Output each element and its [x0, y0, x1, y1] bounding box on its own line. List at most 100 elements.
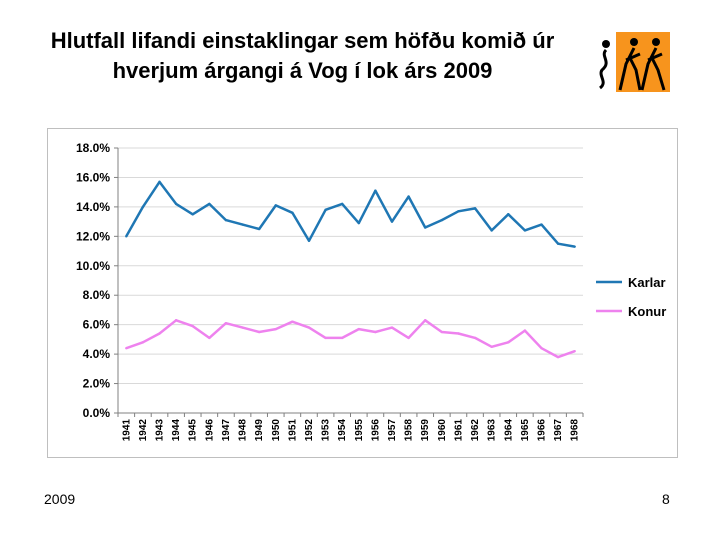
data-point-konur: [208, 336, 211, 340]
footer-year: 2009: [44, 491, 76, 507]
data-point-karlar: [457, 210, 460, 213]
data-point-konur: [473, 336, 477, 340]
data-point-karlar: [573, 245, 576, 248]
data-point-karlar: [241, 223, 244, 226]
y-tick-label: 18.0%: [76, 141, 110, 155]
x-tick-label: 1956: [370, 419, 381, 442]
x-tick-label: 1949: [254, 419, 265, 442]
data-point-karlar: [257, 227, 261, 231]
y-tick-label: 12.0%: [76, 229, 110, 243]
x-tick-label: 1942: [138, 419, 149, 442]
data-point-karlar: [390, 220, 394, 223]
y-tick-label: 14.0%: [76, 200, 110, 214]
x-tick-label: 1954: [337, 419, 348, 442]
y-tick-label: 2.0%: [83, 377, 111, 391]
x-tick-label: 1943: [155, 419, 166, 442]
x-tick-label: 1948: [238, 419, 249, 442]
data-point-konur: [457, 332, 460, 335]
data-point-konur: [191, 324, 194, 328]
slide-title: Hlutfall lifandi einstaklingar sem höfðu…: [20, 26, 585, 86]
title-line-2: hverjum árgangi á Vog í lok árs 2009: [112, 58, 493, 83]
data-point-karlar: [307, 239, 311, 242]
y-tick-label: 4.0%: [83, 347, 111, 361]
data-point-karlar: [141, 205, 145, 209]
x-tick-label: 1958: [404, 419, 415, 442]
x-tick-label: 1947: [221, 419, 232, 442]
data-point-konur: [357, 327, 361, 331]
x-tick-label: 1966: [536, 419, 547, 442]
data-point-konur: [141, 341, 145, 344]
data-point-karlar: [224, 218, 228, 222]
x-tick-label: 1963: [487, 419, 498, 442]
x-tick-label: 1951: [287, 419, 298, 442]
x-tick-label: 1955: [354, 419, 365, 442]
x-tick-label: 1944: [171, 419, 182, 442]
x-tick-label: 1941: [121, 419, 132, 442]
page-number: 8: [662, 491, 670, 507]
data-point-karlar: [291, 211, 294, 214]
data-point-karlar: [507, 213, 510, 216]
series-line-konur: [125, 319, 576, 359]
data-point-karlar: [556, 242, 560, 245]
chart-frame: 0.0% 2.0% 4.0% 6.0% 8.0% 10.0% 12.0% 14.0% 16.0%…: [47, 128, 678, 458]
series-line-karlar: [125, 180, 575, 248]
data-point-konur: [340, 336, 344, 340]
x-tick-label: 1961: [453, 419, 464, 442]
line-chart: 0.0% 2.0% 4.0% 6.0% 8.0% 10.0% 12.0% 14.0% 16.0%…: [76, 141, 666, 442]
data-point-karlar: [340, 202, 344, 206]
y-tick-label: 0.0%: [83, 406, 111, 420]
data-point-konur: [556, 355, 560, 359]
x-tick-label: 1967: [553, 419, 564, 442]
data-point-konur: [241, 326, 244, 329]
data-point-konur: [174, 319, 178, 322]
data-point-karlar: [523, 229, 527, 232]
legend-label-karlar: Karlar: [628, 275, 666, 290]
data-point-karlar: [174, 202, 178, 206]
data-point-konur: [407, 336, 410, 340]
x-tick-label: 1950: [271, 419, 282, 442]
data-point-karlar: [374, 189, 377, 192]
data-point-karlar: [440, 218, 444, 222]
data-point-konur: [424, 319, 427, 322]
x-tick-label: 1959: [420, 419, 431, 442]
data-point-karlar: [407, 195, 410, 198]
data-point-karlar: [158, 180, 161, 184]
x-tick-label: 1964: [503, 419, 514, 442]
data-point-konur: [125, 347, 128, 350]
title-line-1: Hlutfall lifandi einstaklingar sem höfðu…: [50, 28, 555, 53]
data-point-karlar: [191, 213, 194, 216]
y-tick-label: 6.0%: [83, 318, 111, 332]
data-point-karlar: [357, 221, 361, 225]
data-point-karlar: [540, 223, 543, 226]
data-point-konur: [158, 332, 161, 335]
data-point-konur: [224, 321, 228, 325]
data-point-konur: [523, 329, 527, 332]
data-point-konur: [540, 347, 543, 350]
data-point-karlar: [208, 202, 211, 206]
data-point-konur: [507, 341, 510, 344]
x-tick-label: 1965: [520, 419, 531, 442]
y-tick-label: 10.0%: [76, 259, 110, 273]
x-tick-label: 1968: [570, 419, 581, 442]
data-point-konur: [440, 330, 444, 334]
x-tick-label: 1946: [204, 419, 215, 442]
x-tick-label: 1953: [321, 419, 332, 442]
y-tick-label: 8.0%: [83, 288, 111, 302]
x-tick-label: 1952: [304, 419, 315, 442]
data-point-karlar: [424, 226, 427, 229]
data-point-konur: [390, 326, 394, 329]
data-point-konur: [490, 345, 493, 348]
data-point-karlar: [125, 235, 128, 238]
data-point-karlar: [490, 229, 493, 232]
x-tick-label: 1957: [387, 419, 398, 442]
three-figures-logo-icon: [598, 32, 670, 92]
data-point-konur: [274, 327, 277, 331]
data-point-konur: [374, 330, 377, 334]
data-point-konur: [324, 336, 327, 340]
data-point-karlar: [274, 204, 277, 207]
data-point-konur: [307, 326, 311, 329]
legend-label-konur: Konur: [628, 304, 666, 319]
y-tick-label: 16.0%: [76, 170, 110, 184]
x-tick-label: 1962: [470, 419, 481, 442]
data-point-konur: [573, 349, 576, 353]
